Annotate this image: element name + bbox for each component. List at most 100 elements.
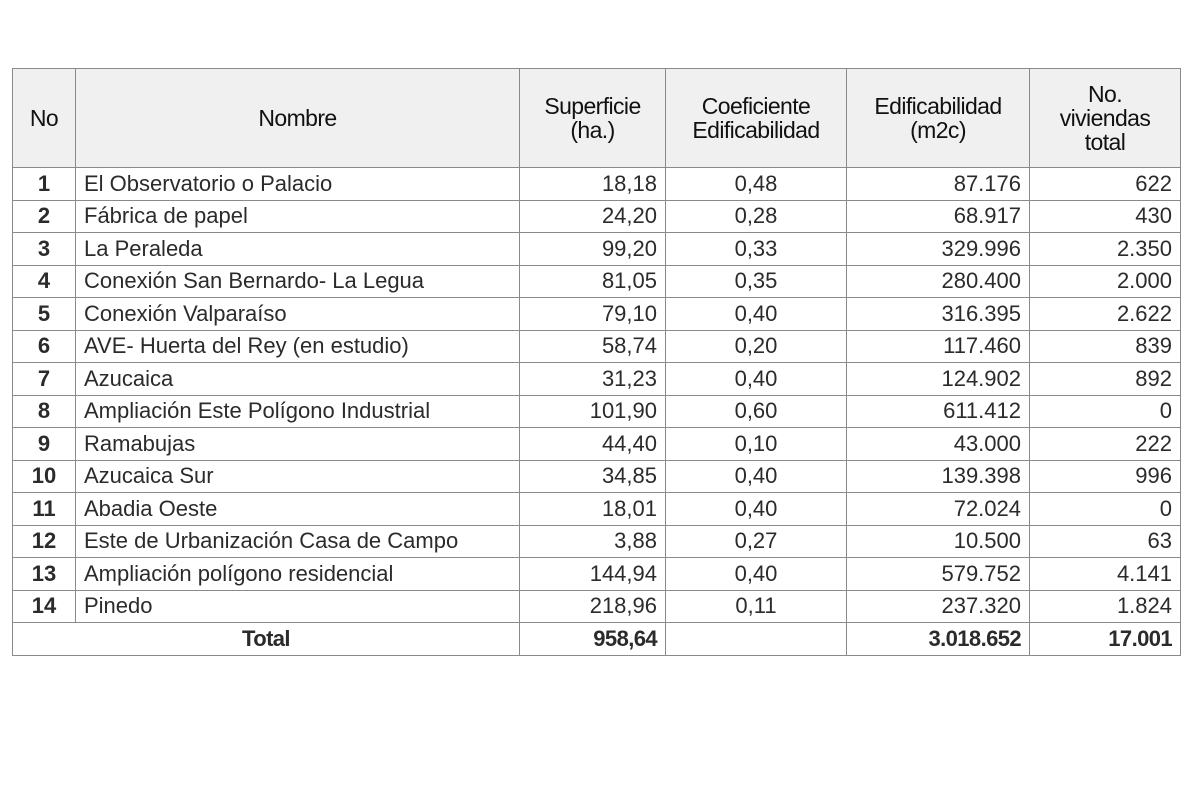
- cell-no: 11: [12, 492, 76, 526]
- header-coeficiente: Coeficiente Edificabilidad: [665, 68, 847, 168]
- cell-viviendas: 4.141: [1029, 557, 1181, 591]
- cell-coeficiente: 0,40: [665, 557, 847, 591]
- cell-superficie: 31,23: [519, 362, 666, 396]
- cell-nombre: Pinedo: [75, 589, 520, 623]
- cell-superficie: 24,20: [519, 199, 666, 233]
- cell-no: 9: [12, 427, 76, 461]
- cell-superficie: 18,01: [519, 492, 666, 526]
- table-row: 6 AVE- Huerta del Rey (en estudio) 58,74 0,…: [12, 329, 1181, 363]
- cell-nombre: Azucaica Sur: [75, 459, 520, 493]
- cell-superficie: 81,05: [519, 264, 666, 298]
- cell-nombre: Ramabujas: [75, 427, 520, 461]
- cell-no: 1: [12, 167, 76, 201]
- cell-viviendas: 622: [1029, 167, 1181, 201]
- table-row: 11 Abadia Oeste 18,01 0,40 72.024 0: [12, 492, 1181, 526]
- cell-no: 6: [12, 329, 76, 363]
- cell-no: 7: [12, 362, 76, 396]
- cell-coeficiente: 0,10: [665, 427, 847, 461]
- cell-viviendas: 2.350: [1029, 232, 1181, 266]
- header-edificabilidad: Edificabilidad (m2c): [846, 68, 1030, 168]
- cell-coeficiente: 0,20: [665, 329, 847, 363]
- cell-nombre: Ampliación polígono residencial: [75, 557, 520, 591]
- total-coeficiente: [665, 622, 847, 656]
- cell-no: 14: [12, 589, 76, 623]
- table-row: 1 El Observatorio o Palacio 18,18 0,48 87.17…: [12, 167, 1181, 201]
- cell-no: 8: [12, 394, 76, 428]
- cell-edificabilidad: 237.320: [846, 589, 1030, 623]
- header-edificabilidad-line2: (m2c): [910, 117, 966, 143]
- cell-viviendas: 996: [1029, 459, 1181, 493]
- cell-nombre: Este de Urbanización Casa de Campo: [75, 524, 520, 558]
- header-edificabilidad-line1: Edificabilidad: [874, 93, 1002, 119]
- table-body: 1 El Observatorio o Palacio 18,18 0,48 87.17…: [12, 167, 1181, 656]
- cell-coeficiente: 0,28: [665, 199, 847, 233]
- cell-superficie: 218,96: [519, 589, 666, 623]
- cell-superficie: 34,85: [519, 459, 666, 493]
- header-viviendas-line2: viviendas: [1059, 105, 1151, 131]
- cell-viviendas: 1.824: [1029, 589, 1181, 623]
- table-row: 13 Ampliación polígono residencial 144,94 0…: [12, 557, 1181, 591]
- cell-edificabilidad: 280.400: [846, 264, 1030, 298]
- cell-viviendas: 892: [1029, 362, 1181, 396]
- table-row: 5 Conexión Valparaíso 79,10 0,40 316.395 2.62…: [12, 297, 1181, 331]
- cell-coeficiente: 0,40: [665, 492, 847, 526]
- developments-table: No Nombre Superficie (ha.) Coeficiente E…: [12, 68, 1181, 656]
- cell-nombre: Conexión Valparaíso: [75, 297, 520, 331]
- header-coeficiente-line1: Coeficiente: [701, 93, 811, 119]
- table-row: 9 Ramabujas 44,40 0,10 43.000 222: [12, 427, 1181, 461]
- cell-edificabilidad: 43.000: [846, 427, 1030, 461]
- cell-superficie: 144,94: [519, 557, 666, 591]
- total-viviendas: 17.001: [1029, 622, 1181, 656]
- cell-viviendas: 0: [1029, 492, 1181, 526]
- cell-viviendas: 2.622: [1029, 297, 1181, 331]
- table-row: 8 Ampliación Este Polígono Industrial 101,…: [12, 394, 1181, 428]
- cell-nombre: La Peraleda: [75, 232, 520, 266]
- cell-edificabilidad: 10.500: [846, 524, 1030, 558]
- cell-viviendas: 0: [1029, 394, 1181, 428]
- table-row: 7 Azucaica 31,23 0,40 124.902 892: [12, 362, 1181, 396]
- cell-viviendas: 222: [1029, 427, 1181, 461]
- cell-edificabilidad: 124.902: [846, 362, 1030, 396]
- cell-edificabilidad: 139.398: [846, 459, 1030, 493]
- table-row: 3 La Peraleda 99,20 0,33 329.996 2.350: [12, 232, 1181, 266]
- total-row: Total 958,64 3.018.652 17.001: [12, 622, 1181, 656]
- cell-coeficiente: 0,40: [665, 362, 847, 396]
- cell-edificabilidad: 316.395: [846, 297, 1030, 331]
- header-viviendas-line3: total: [1084, 129, 1126, 155]
- table-row: 10 Azucaica Sur 34,85 0,40 139.398 996: [12, 459, 1181, 493]
- cell-no: 5: [12, 297, 76, 331]
- cell-edificabilidad: 329.996: [846, 232, 1030, 266]
- cell-coeficiente: 0,48: [665, 167, 847, 201]
- cell-no: 4: [12, 264, 76, 298]
- cell-edificabilidad: 72.024: [846, 492, 1030, 526]
- cell-edificabilidad: 117.460: [846, 329, 1030, 363]
- cell-nombre: AVE- Huerta del Rey (en estudio): [75, 329, 520, 363]
- cell-no: 13: [12, 557, 76, 591]
- cell-edificabilidad: 579.752: [846, 557, 1030, 591]
- total-edificabilidad: 3.018.652: [846, 622, 1030, 656]
- cell-nombre: Fábrica de papel: [75, 199, 520, 233]
- table-row: 2 Fábrica de papel 24,20 0,28 68.917 430: [12, 199, 1181, 233]
- cell-edificabilidad: 87.176: [846, 167, 1030, 201]
- cell-nombre: Conexión San Bernardo- La Legua: [75, 264, 520, 298]
- cell-nombre: El Observatorio o Palacio: [75, 167, 520, 201]
- cell-superficie: 58,74: [519, 329, 666, 363]
- cell-superficie: 18,18: [519, 167, 666, 201]
- header-viviendas: No. viviendas total: [1029, 68, 1181, 168]
- cell-nombre: Ampliación Este Polígono Industrial: [75, 394, 520, 428]
- cell-coeficiente: 0,60: [665, 394, 847, 428]
- table-row: 4 Conexión San Bernardo- La Legua 81,05 0,3…: [12, 264, 1181, 298]
- cell-superficie: 99,20: [519, 232, 666, 266]
- cell-superficie: 101,90: [519, 394, 666, 428]
- header-viviendas-line1: No.: [1088, 81, 1123, 107]
- cell-coeficiente: 0,33: [665, 232, 847, 266]
- cell-superficie: 3,88: [519, 524, 666, 558]
- cell-nombre: Azucaica: [75, 362, 520, 396]
- cell-coeficiente: 0,40: [665, 459, 847, 493]
- total-label: Total: [12, 622, 520, 656]
- cell-coeficiente: 0,35: [665, 264, 847, 298]
- cell-no: 10: [12, 459, 76, 493]
- cell-no: 12: [12, 524, 76, 558]
- table-row: 14 Pinedo 218,96 0,11 237.320 1.824: [12, 589, 1181, 623]
- cell-superficie: 79,10: [519, 297, 666, 331]
